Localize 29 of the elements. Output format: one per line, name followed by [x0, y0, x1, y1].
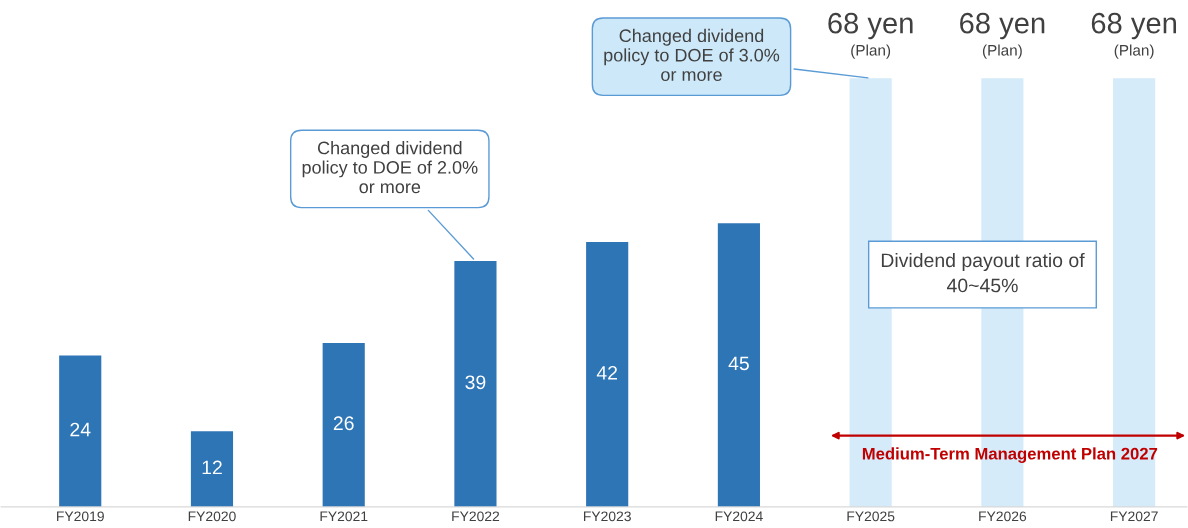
bar: [322, 342, 365, 507]
x-tick-label: FY2020: [188, 511, 236, 522]
x-tick-label: FY2021: [320, 511, 368, 522]
data-label: 45: [728, 356, 749, 371]
data-label: 42: [596, 365, 618, 380]
bar: [454, 261, 497, 507]
annotation: Changed dividend policy to DOE of 3.0% or more: [604, 28, 780, 82]
annotation: Dividend payout ratio of 40~45%: [881, 252, 1085, 293]
x-tick-label: FY2025: [847, 511, 895, 522]
x-tick-label: FY2027: [1110, 511, 1158, 522]
bar: [1113, 78, 1156, 507]
annotation: Changed dividend policy to DOE of 2.0% or more: [302, 141, 478, 194]
data-label: 68 yen (Plan): [1091, 12, 1177, 59]
data-label: 12: [202, 460, 222, 475]
x-tick-label: FY2019: [57, 511, 104, 522]
data-label: 68 yen (Plan): [960, 12, 1045, 59]
bar: [190, 431, 234, 507]
data-label: 68 yen (Plan): [828, 12, 913, 59]
bar: [59, 355, 102, 507]
x-tick-label: FY2026: [979, 511, 1027, 522]
x-tick-label: FY2024: [715, 511, 763, 522]
data-label: 26: [333, 416, 354, 431]
x-tick-label: FY2023: [583, 511, 631, 522]
bar: [717, 223, 760, 507]
bar: [586, 242, 629, 507]
data-label: 39: [465, 375, 486, 390]
x-tick-label: FY2022: [452, 511, 500, 522]
annotation: Medium-Term Management Plan 2027: [862, 447, 1158, 463]
data-label: 24: [70, 422, 91, 437]
